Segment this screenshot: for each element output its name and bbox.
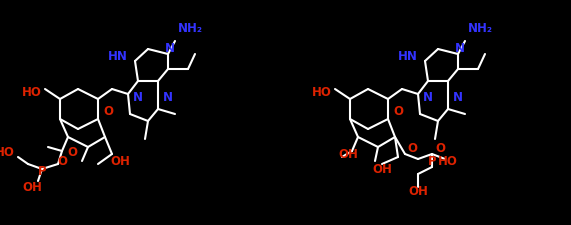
Text: OH: OH [110,155,130,168]
Text: N: N [133,91,143,104]
Text: OH: OH [22,181,42,194]
Text: HO: HO [0,145,15,158]
Text: O: O [393,105,403,118]
Text: N: N [453,91,463,104]
Text: HO: HO [438,155,458,168]
Text: OH: OH [408,185,428,198]
Text: O: O [435,141,445,154]
Text: HN: HN [398,50,418,63]
Text: OH: OH [338,148,358,161]
Text: N: N [163,91,173,104]
Text: O: O [67,145,77,158]
Text: N: N [455,41,465,54]
Text: P: P [428,155,436,168]
Text: HO: HO [22,85,42,98]
Text: O: O [407,141,417,154]
Text: P: P [38,165,46,178]
Text: NH₂: NH₂ [468,21,493,34]
Text: HO: HO [312,85,332,98]
Text: O: O [57,155,67,168]
Text: NH₂: NH₂ [178,21,203,34]
Text: N: N [423,91,433,104]
Text: HN: HN [108,50,128,63]
Text: N: N [165,41,175,54]
Text: O: O [103,105,113,118]
Text: OH: OH [372,163,392,176]
